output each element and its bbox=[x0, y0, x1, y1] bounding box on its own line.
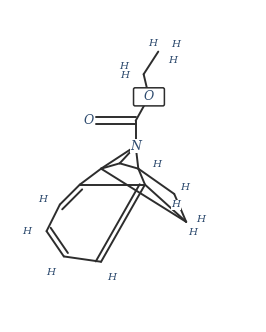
Text: O: O bbox=[84, 114, 94, 127]
Text: H: H bbox=[119, 62, 128, 71]
Text: H: H bbox=[22, 227, 31, 236]
Text: N: N bbox=[130, 139, 141, 152]
Text: H: H bbox=[180, 183, 189, 192]
Text: O: O bbox=[144, 90, 154, 103]
FancyBboxPatch shape bbox=[134, 88, 164, 106]
Text: H: H bbox=[171, 200, 180, 209]
Text: H: H bbox=[188, 228, 197, 237]
Text: H: H bbox=[148, 39, 157, 48]
Text: H: H bbox=[107, 273, 116, 282]
Text: H: H bbox=[196, 215, 205, 224]
Text: H: H bbox=[39, 195, 48, 204]
Text: H: H bbox=[120, 71, 130, 80]
Text: H: H bbox=[168, 56, 177, 65]
Text: H: H bbox=[46, 268, 55, 277]
Text: H: H bbox=[152, 160, 161, 169]
Text: H: H bbox=[171, 41, 180, 49]
